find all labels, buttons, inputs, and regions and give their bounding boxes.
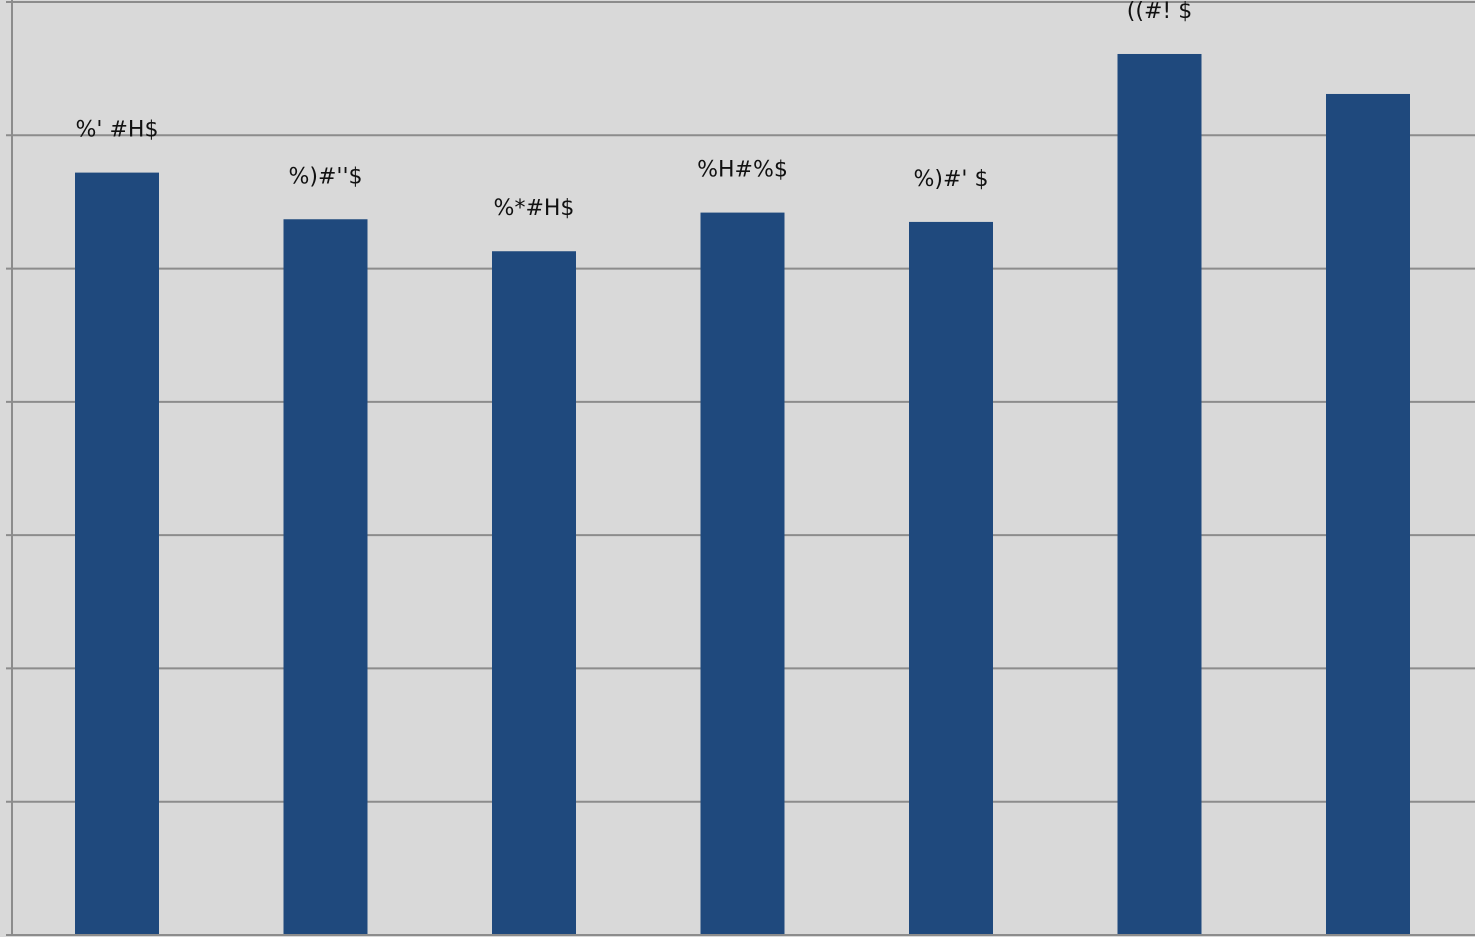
bar-data-label: %*#H$ <box>494 196 575 221</box>
bar-data-label: ((#! $ <box>1127 0 1192 24</box>
bar <box>492 251 576 936</box>
bars <box>75 53 1410 936</box>
bar <box>700 212 785 935</box>
bar-data-label: %)#' $ <box>914 167 989 192</box>
bar-data-label: %' #H$ <box>76 118 159 143</box>
data-labels: %' #H$ %)#''$ %*#H$ %H#%$ %)#' $ ((#! $ <box>76 0 1193 221</box>
bar <box>1326 93 1410 935</box>
bar-data-label: %)#''$ <box>288 164 362 189</box>
bar <box>283 219 368 935</box>
bar <box>75 172 159 935</box>
bar <box>1117 53 1202 935</box>
axes <box>11 0 1475 936</box>
bar <box>909 221 993 935</box>
bar-data-label: %H#%$ <box>697 158 788 183</box>
